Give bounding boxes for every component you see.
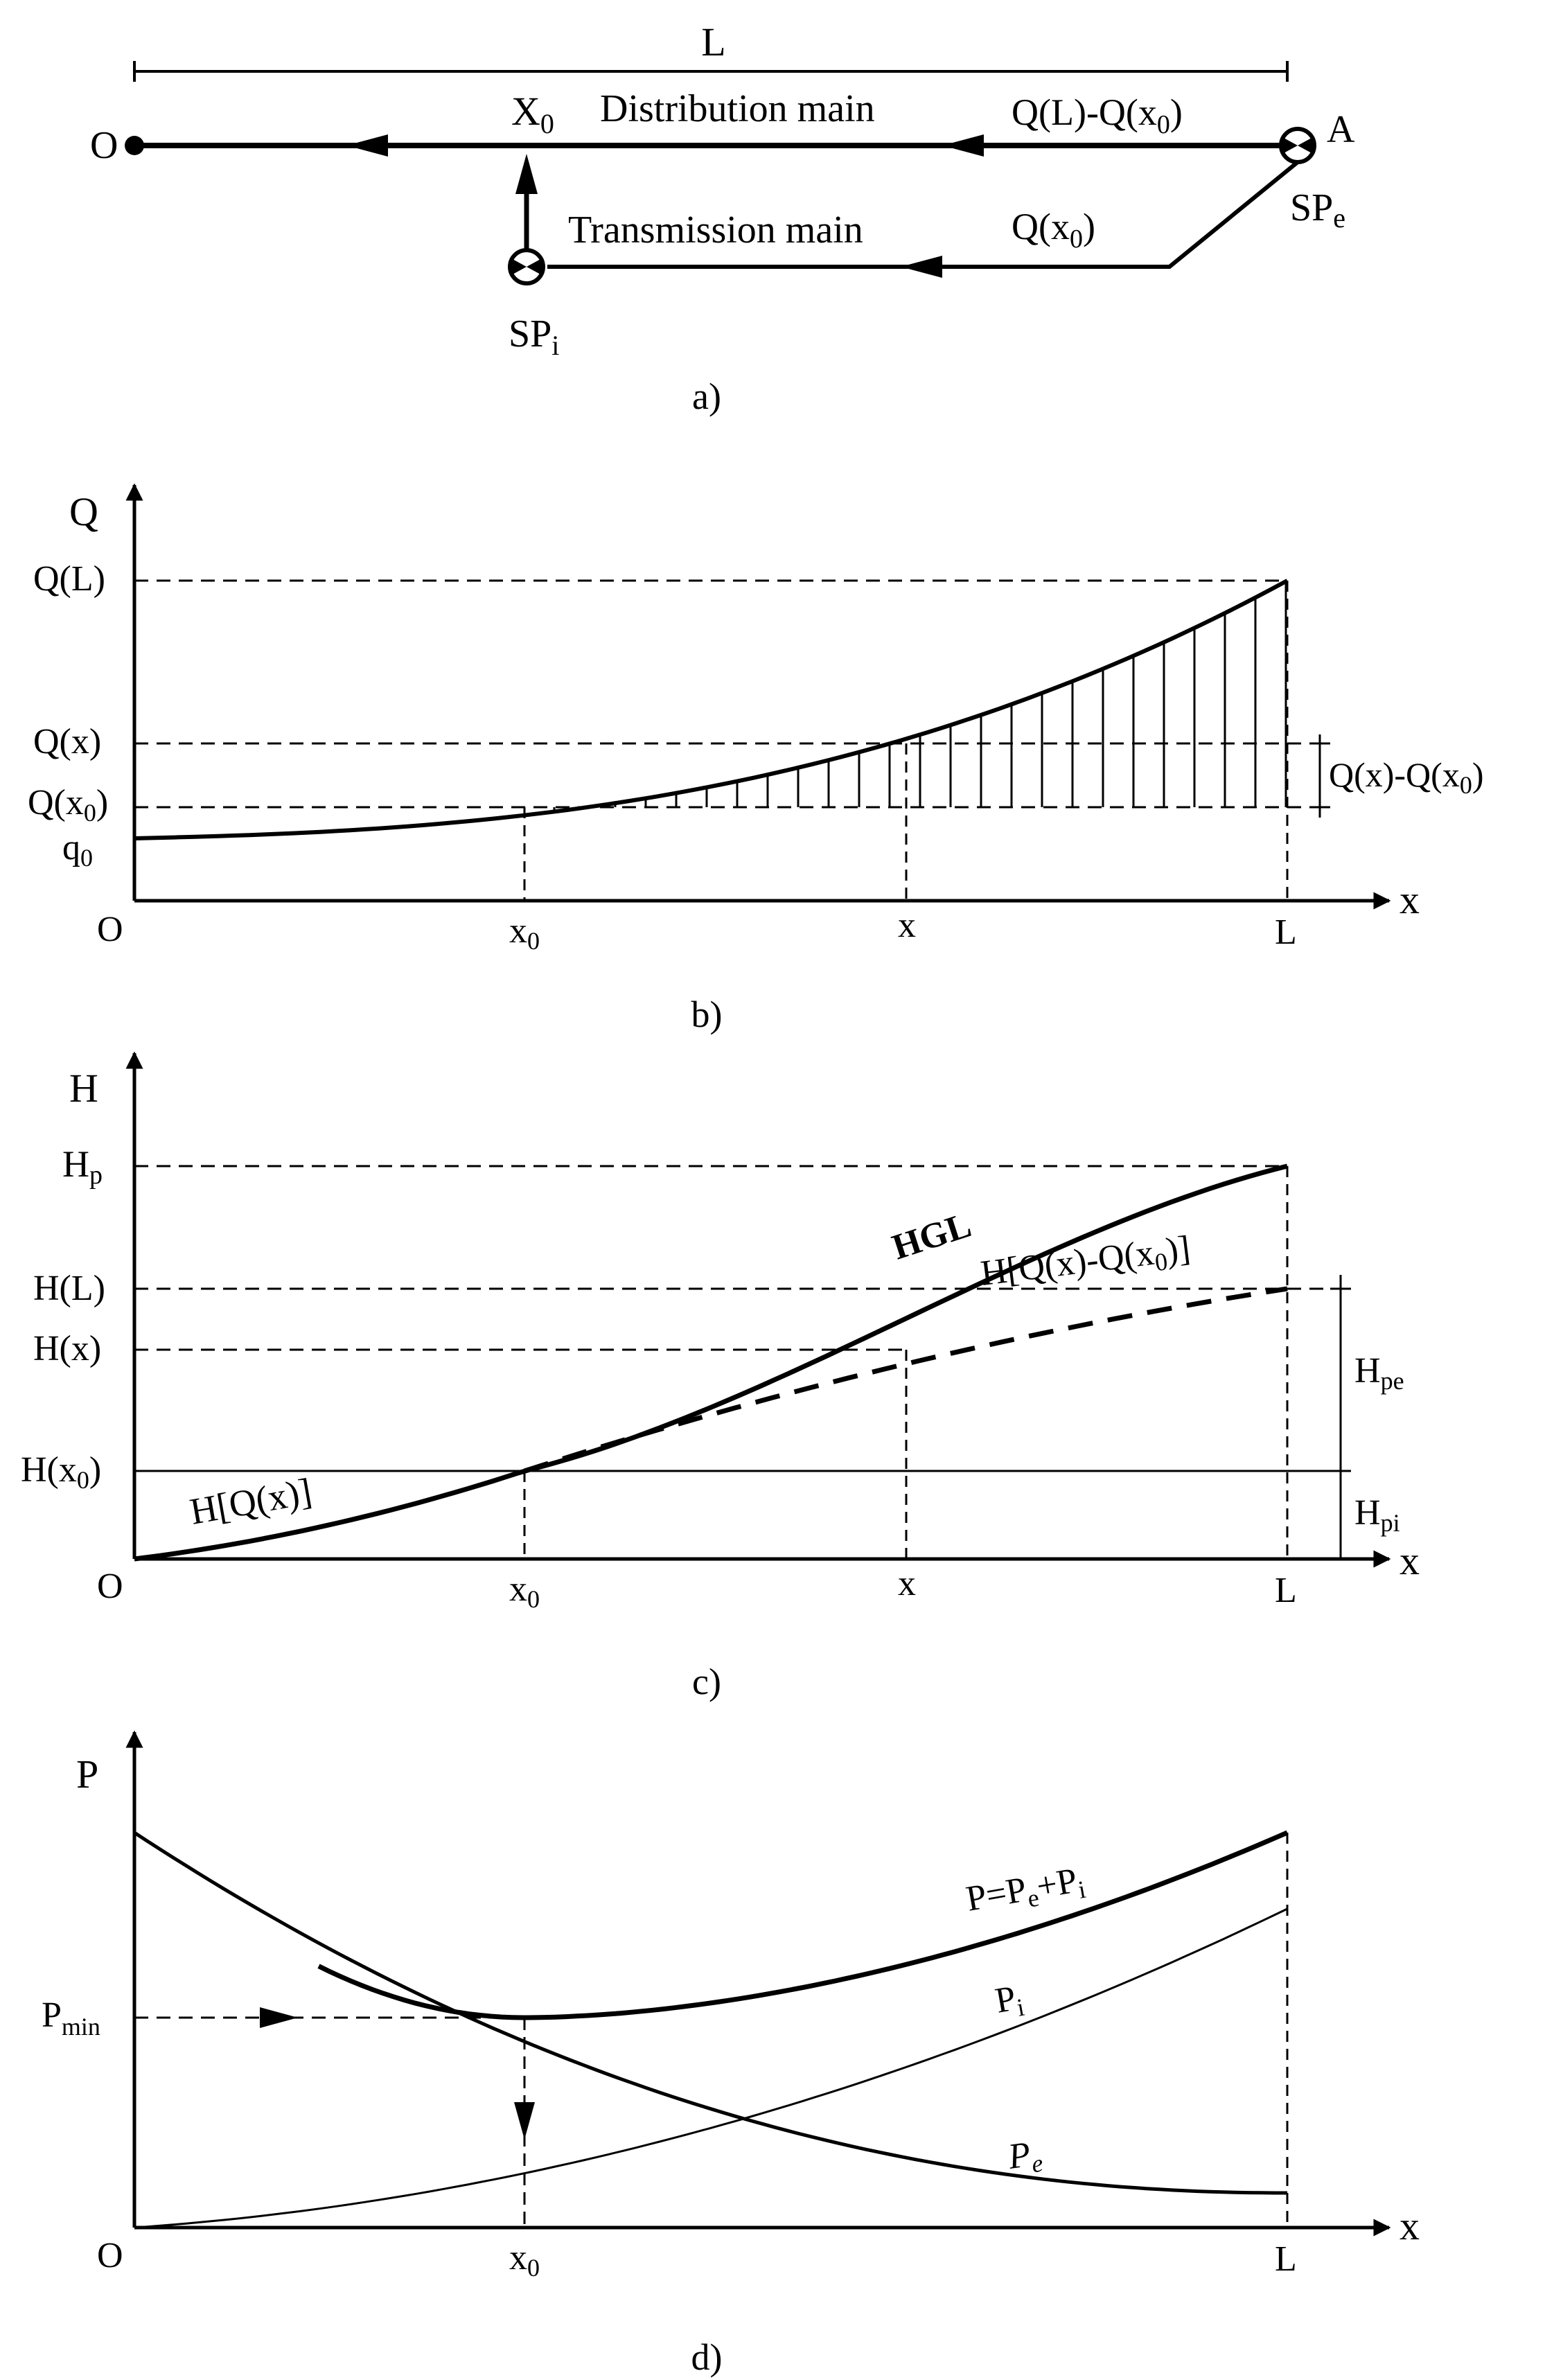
d-x-axis-label: x [1400, 2203, 1420, 2248]
d-y-axis-label: P [76, 1752, 98, 1797]
d-pe-curve [133, 1831, 1287, 2195]
b-label-QL: Q(L) [33, 559, 105, 599]
flow-top-label: Q(L)-Q(x0) [1012, 91, 1183, 139]
x0-down-arrow-icon [514, 2102, 535, 2140]
c-curve-HQ-label: H[Q(x)] [187, 1470, 315, 1533]
d-tick-x0: x0 [509, 2238, 540, 2282]
panel-a-caption: a) [692, 376, 721, 417]
transmission-arrow-icon [901, 256, 942, 278]
pmin-arrow-icon [260, 2007, 298, 2028]
c-curve-HGL-label: HGL [888, 1205, 976, 1267]
c-tick-x: x [898, 1564, 916, 1603]
panel-d-caption: d) [691, 2336, 723, 2378]
end-label: A [1327, 108, 1355, 151]
flow-arrow-left-icon [346, 134, 388, 157]
pump-i-label: SPi [509, 312, 559, 361]
d-pi-label: Pi [992, 1977, 1026, 2025]
b-hatching [553, 581, 1287, 812]
panel-b-flow-diagram: Q x O Q(L) Q(x) Q(x0) q0 Q(x)-Q(x0) x0 x… [28, 483, 1483, 1035]
origin-label: O [90, 124, 118, 167]
b-diff-label: Q(x)-Q(x0) [1329, 755, 1483, 799]
c-curve-dashed-label: H[Q(x)-Q(x0)] [979, 1228, 1193, 1298]
length-label: L [701, 19, 725, 64]
c-x-axis-label: x [1400, 1538, 1420, 1583]
distribution-main-label: Distribution main [600, 87, 875, 130]
c-label-Hx: H(x) [33, 1329, 101, 1368]
riser-arrow-icon [515, 154, 538, 194]
c-label-Hp: Hp [62, 1143, 103, 1190]
transmission-main-label: Transmission main [568, 209, 863, 252]
b-label-Qx0: Q(x0) [28, 783, 108, 827]
panel-b-caption: b) [691, 994, 723, 1035]
transmission-main-line [547, 160, 1299, 269]
d-label-Pmin: Pmin [42, 1995, 100, 2040]
d-total-curve [317, 1830, 1289, 2020]
b-label-Qx: Q(x) [33, 722, 101, 761]
junction-label: X0 [511, 89, 554, 139]
c-tick-x0: x0 [509, 1569, 540, 1613]
b-x-axis-label: x [1400, 877, 1420, 922]
panel-a-network-schematic: L O X0 Distribution main Q(L)-Q(x0) A SP… [90, 19, 1355, 417]
b-tick-x: x [898, 906, 916, 945]
c-dashed-curve [523, 1286, 1288, 1474]
pump-e-label: SPe [1290, 186, 1345, 233]
b-label-q0: q0 [62, 828, 93, 872]
c-hgl-curve [134, 1163, 1288, 1562]
b-origin-label: O [97, 910, 123, 949]
panel-c-caption: c) [692, 1661, 721, 1702]
origin-node [125, 136, 144, 155]
flow-arrow-right-icon [942, 134, 984, 157]
c-label-Hpe: Hpe [1354, 1351, 1404, 1395]
d-pe-label: Pe [1005, 2133, 1045, 2181]
panel-c-head-diagram: H x O Hp H(L) H(x) H(x0) HGL H[Q(x)-Q(x0… [21, 1051, 1420, 1702]
pump-e-icon [1279, 127, 1316, 164]
panel-d-power-diagram: P x O Pmin P=Pe+Pi Pi Pe x0 L d) [42, 1730, 1420, 2378]
d-tick-L: L [1275, 2239, 1297, 2279]
flow-bottom-label: Q(x0) [1012, 206, 1095, 254]
b-tick-L: L [1275, 913, 1297, 952]
c-origin-label: O [97, 1567, 123, 1606]
c-label-Hx0: H(x0) [21, 1450, 101, 1494]
b-tick-x0: x0 [509, 911, 540, 955]
pump-i-icon [508, 248, 545, 285]
d-pi-curve [134, 1907, 1288, 2229]
b-y-axis-label: Q [69, 489, 98, 534]
c-y-axis-label: H [69, 1066, 98, 1111]
d-origin-label: O [97, 2236, 123, 2275]
b-flow-curve [134, 579, 1289, 840]
c-label-Hpi: Hpi [1354, 1493, 1400, 1537]
c-label-HL: H(L) [33, 1269, 105, 1308]
d-total-label: P=Pe+Pi [963, 1860, 1088, 1923]
c-tick-L: L [1275, 1571, 1297, 1610]
